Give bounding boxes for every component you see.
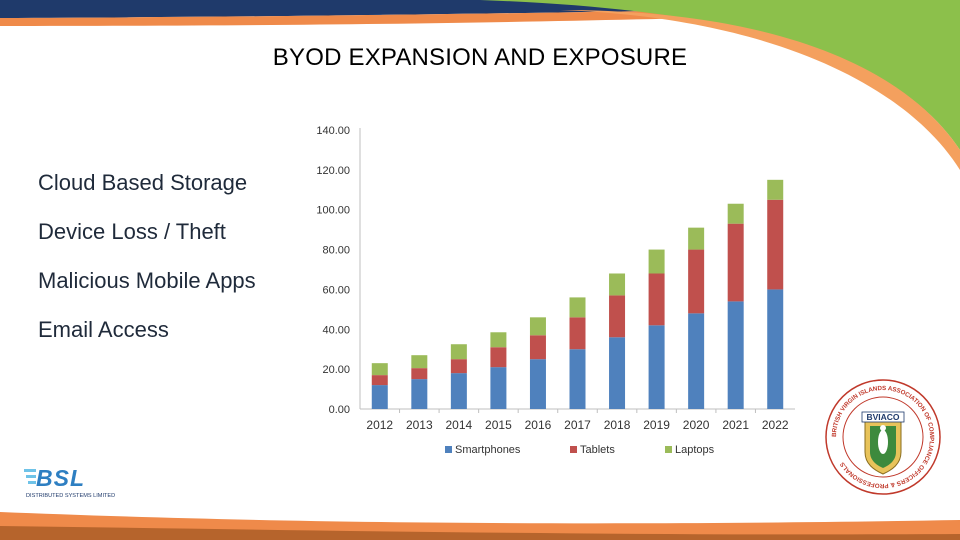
bar-smartphones (609, 337, 626, 409)
bottom-brown-band (0, 526, 960, 540)
bviaco-seal: BRITISH VIRGIN ISLANDS ASSOCIATION OF CO… (825, 379, 941, 495)
bar-laptops (727, 203, 744, 224)
legend-label: Smartphones (455, 444, 521, 456)
legend-swatch (570, 446, 577, 453)
bar-smartphones (569, 349, 586, 409)
slide-title: BYOD EXPANSION AND EXPOSURE (272, 44, 688, 71)
bar-tablets (648, 273, 665, 326)
x-tick-label: 2017 (564, 418, 591, 432)
bar-laptops (569, 297, 586, 318)
bar-smartphones (529, 359, 546, 409)
bullet-list: Cloud Based Storage Device Loss / Theft … (38, 170, 256, 366)
y-tick-label: 120.00 (316, 165, 350, 177)
bar-laptops (648, 249, 665, 274)
bar-laptops (688, 227, 705, 250)
bar-laptops (529, 317, 546, 336)
y-tick-label: 60.00 (322, 284, 350, 296)
bar-tablets (450, 359, 467, 374)
bar-tablets (609, 295, 626, 338)
bsl-logo: BSL DISTRIBUTED SYSTEMS LIMITED (24, 465, 115, 499)
bar-laptops (371, 363, 388, 376)
legend-swatch (665, 446, 672, 453)
seal-bviaco-text: BVIACO (866, 412, 899, 422)
y-tick-label: 80.00 (322, 245, 350, 257)
bar-tablets (411, 368, 428, 380)
right-green-swoosh (480, 0, 960, 150)
logo-bsl-text: BSL (36, 465, 85, 491)
bar-smartphones (450, 373, 467, 409)
bar-laptops (609, 273, 626, 296)
bar-tablets (727, 223, 744, 302)
bar-tablets (569, 317, 586, 350)
logo-speed-lines (24, 469, 36, 484)
bullet-item: Email Access (38, 317, 169, 342)
bar-tablets (767, 199, 784, 290)
y-tick-label: 20.00 (322, 364, 350, 376)
x-tick-label: 2019 (643, 418, 670, 432)
bar-tablets (529, 335, 546, 360)
bullet-item: Malicious Mobile Apps (38, 268, 256, 293)
bar-tablets (490, 347, 507, 368)
y-tick-label: 40.00 (322, 324, 350, 336)
y-tick-label: 0.00 (329, 404, 350, 416)
logo-bsl-subtitle: DISTRIBUTED SYSTEMS LIMITED (26, 493, 115, 499)
bar-laptops (411, 355, 428, 369)
bar-tablets (688, 249, 705, 314)
bar-smartphones (371, 385, 388, 409)
x-tick-label: 2016 (525, 418, 552, 432)
bar-tablets (371, 375, 388, 386)
legend-label: Tablets (580, 444, 615, 456)
bar-smartphones (648, 325, 665, 409)
x-tick-label: 2012 (366, 418, 393, 432)
bar-smartphones (767, 289, 784, 409)
x-tick-label: 2018 (604, 418, 631, 432)
x-tick-label: 2020 (683, 418, 710, 432)
legend-label: Laptops (675, 444, 715, 456)
legend-swatch (445, 446, 452, 453)
y-tick-label: 100.00 (316, 205, 350, 217)
bar-laptops (767, 179, 784, 200)
x-tick-label: 2013 (406, 418, 433, 432)
x-tick-label: 2014 (446, 418, 473, 432)
x-tick-label: 2021 (722, 418, 749, 432)
y-tick-label: 140.00 (316, 125, 350, 137)
bar-smartphones (411, 379, 428, 409)
x-tick-label: 2022 (762, 418, 789, 432)
bullet-item: Cloud Based Storage (38, 170, 248, 195)
bar-smartphones (490, 367, 507, 409)
right-orange-swoosh (560, 10, 960, 170)
x-tick-label: 2015 (485, 418, 512, 432)
bar-smartphones (688, 313, 705, 409)
bullet-item: Device Loss / Theft (38, 219, 226, 244)
bar-laptops (490, 332, 507, 348)
stacked-bar-chart: 0.00 20.00 40.00 60.00 80.00 100.00 120.00 140.… (316, 125, 795, 456)
bar-laptops (450, 344, 467, 360)
bar-smartphones (727, 301, 744, 409)
